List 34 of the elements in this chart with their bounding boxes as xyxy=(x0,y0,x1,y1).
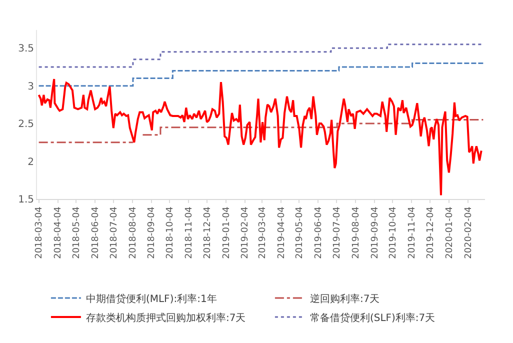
x-tick-label: 2019-03-04 xyxy=(258,206,268,259)
x-tick-label: 2018-10-04 xyxy=(166,206,176,259)
x-tick-label: 2019-12-04 xyxy=(426,206,436,259)
x-tick-label: 2018-03-04 xyxy=(34,206,45,259)
x-tick-label: 2019-05-04 xyxy=(295,206,306,259)
y-tick-label: 2 xyxy=(28,156,34,168)
legend-label: 存款类机构质押式回购加权利率:7天 xyxy=(86,312,246,324)
line-series xyxy=(38,78,482,196)
x-tick-label: 2020-02-04 xyxy=(464,206,474,259)
legend-label: 中期借贷便利(MLF):利率:1年 xyxy=(86,292,217,305)
x-tick-label: 2019-02-04 xyxy=(240,206,251,259)
x-tick-label: 2019-11-04 xyxy=(408,206,418,259)
x-tick-label: 2019-06-04 xyxy=(314,206,324,259)
y-tick-label: 2.5 xyxy=(18,119,34,130)
x-tick-label: 2019-08-04 xyxy=(351,206,362,259)
x-tick-label: 2019-01-04 xyxy=(222,206,232,259)
x-tick-label: 2018-12-04 xyxy=(202,206,213,259)
x-tick-label: 2019-07-04 xyxy=(332,206,342,259)
x-tick-label: 2018-05-04 xyxy=(72,206,82,259)
x-tick-label: 2018-06-04 xyxy=(90,206,101,259)
y-tick-label: 1.5 xyxy=(18,194,34,206)
x-tick-label: 2018-04-04 xyxy=(54,206,64,259)
x-tick-label: 2020-01-04 xyxy=(444,206,455,259)
x-tick-label: 2018-09-04 xyxy=(147,206,158,259)
x-tick-label: 2019-04-04 xyxy=(276,206,287,259)
x-tick-label: 2018-08-04 xyxy=(128,206,138,259)
x-tick-label: 2018-11-04 xyxy=(184,206,194,259)
y-tick-label: 3 xyxy=(28,81,34,92)
x-tick-label: 2018-07-04 xyxy=(109,206,120,259)
x-tick-label: 2019-10-04 xyxy=(388,206,399,259)
x-tick-label: 2019-09-04 xyxy=(370,206,380,259)
y-tick-label: 3.5 xyxy=(18,44,34,55)
legend-label: 常备借贷便利(SLF)利率:7天 xyxy=(310,312,436,324)
legend-label: 逆回购利率:7天 xyxy=(310,292,380,305)
